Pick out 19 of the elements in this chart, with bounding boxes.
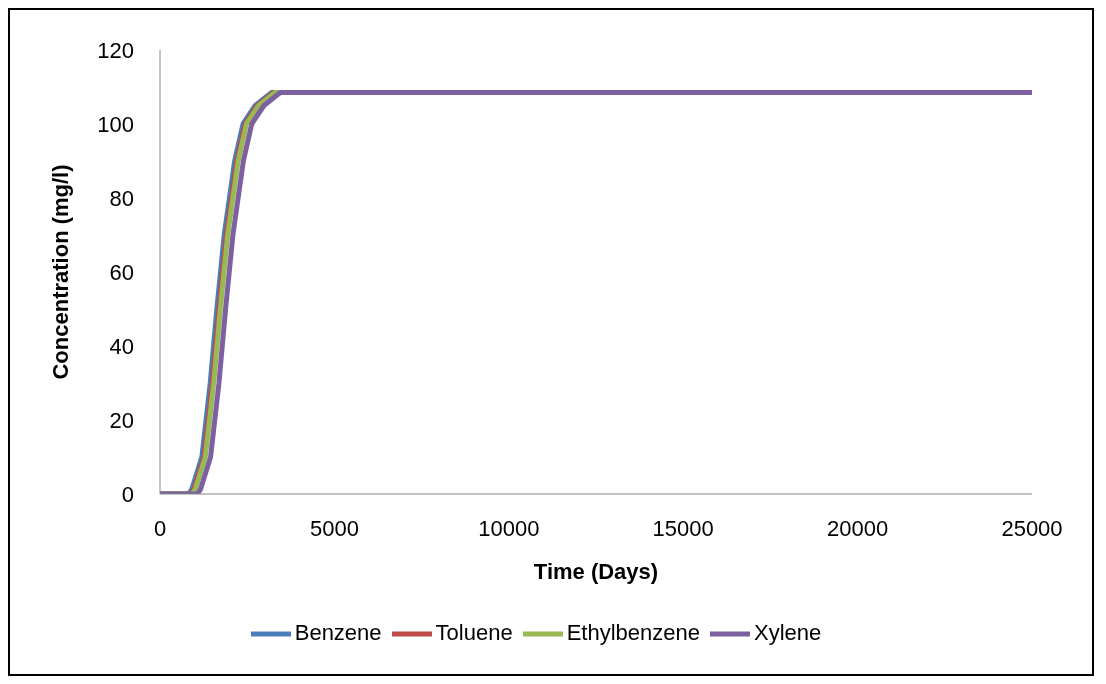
y-axis-title: Concentration (mg/l) — [47, 164, 73, 380]
x-tick-label: 5000 — [309, 515, 359, 541]
y-tick-label: 20 — [109, 407, 134, 433]
x-tick-label: 25000 — [1001, 515, 1063, 541]
y-tick-label: 120 — [97, 37, 134, 63]
x-tick-label: 20000 — [827, 515, 889, 541]
y-tick-label: 60 — [109, 259, 134, 285]
y-tick-label: 40 — [109, 333, 134, 359]
legend-label: Benzene — [294, 619, 382, 645]
x-tick-label: 10000 — [478, 515, 540, 541]
y-tick-label: 100 — [97, 111, 134, 137]
legend-label: Ethylbenzene — [566, 619, 700, 645]
legend-label: Xylene — [753, 619, 822, 645]
x-axis-title: Time (Days) — [533, 559, 659, 584]
x-tick-label: 0 — [153, 515, 167, 541]
x-tick-label: 15000 — [652, 515, 714, 541]
y-tick-label: 0 — [121, 481, 134, 507]
legend-label: Toluene — [435, 619, 513, 645]
y-tick-label: 80 — [109, 185, 134, 211]
